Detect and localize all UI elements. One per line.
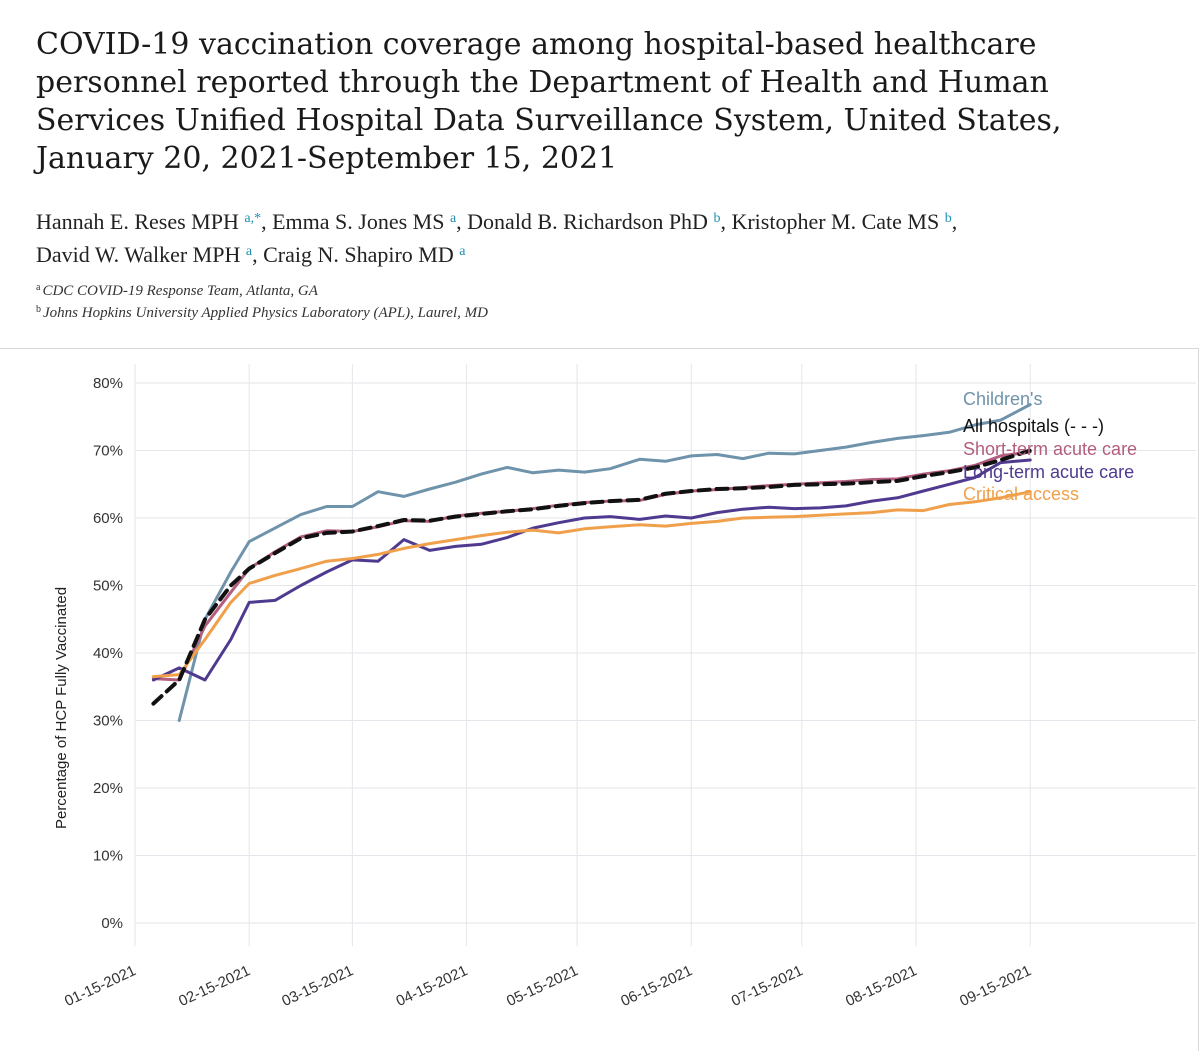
y-axis-ticks: 0% 10% 20% 30% 40% 50% 60% 70% 80%	[93, 375, 123, 932]
author-name[interactable]: Craig N. Shapiro MD	[263, 242, 454, 267]
x-tick-label: 01-15-2021	[62, 962, 139, 1010]
chart-frame	[0, 348, 1199, 1051]
series-label: All hospitals (- - -)	[963, 416, 1104, 436]
author-name[interactable]: Hannah E. Reses MPH	[36, 209, 239, 234]
x-tick-label: 03-15-2021	[279, 962, 356, 1010]
y-tick-label: 20%	[93, 780, 123, 797]
y-axis-label: Percentage of HCP Fully Vaccinated	[53, 587, 70, 829]
vaccination-line-chart: 0% 10% 20% 30% 40% 50% 60% 70% 80% 01-15-2021 02-…	[53, 364, 1196, 1010]
chart-grid	[134, 364, 1196, 946]
affiliation-text: Johns Hopkins University Applied Physics…	[43, 305, 488, 321]
y-tick-label: 80%	[93, 375, 123, 392]
series-line-0	[177, 403, 1032, 722]
series-line-4	[151, 490, 1032, 679]
series-label: Long-term acute care	[963, 462, 1134, 482]
x-tick-label: 02-15-2021	[176, 962, 253, 1010]
x-tick-label: 09-15-2021	[957, 962, 1034, 1010]
affiliation-b: b Johns Hopkins University Applied Physic…	[36, 304, 488, 322]
x-tick-label: 05-15-2021	[504, 962, 581, 1010]
affiliation-key: a	[36, 282, 41, 293]
affiliation-key: b	[36, 304, 41, 315]
affiliation-text: CDC COVID-19 Response Team, Atlanta, GA	[42, 283, 318, 299]
author-affiliation-marker[interactable]: b	[713, 211, 721, 226]
y-tick-label: 30%	[93, 713, 123, 730]
page-title: COVID-19 vaccination coverage among hosp…	[36, 27, 1062, 176]
series-line-1	[151, 448, 1033, 706]
x-axis-ticks: 01-15-2021 02-15-2021 03-15-2021 04-15-2021…	[62, 962, 1034, 1010]
y-tick-label: 70%	[93, 443, 123, 460]
y-tick-label: 40%	[93, 645, 123, 662]
author-name[interactable]: Emma S. Jones MS	[272, 209, 445, 234]
x-tick-label: 04-15-2021	[394, 962, 471, 1010]
y-tick-label: 10%	[93, 848, 123, 865]
series-label: Children's	[963, 389, 1042, 409]
x-tick-label: 06-15-2021	[618, 962, 695, 1010]
x-tick-label: 07-15-2021	[729, 962, 806, 1010]
y-tick-label: 60%	[93, 510, 123, 527]
y-tick-label: 0%	[101, 915, 123, 932]
author-name[interactable]: Kristopher M. Cate MS	[731, 209, 940, 234]
author-list: Hannah E. Reses MPH a,*, Emma S. Jones M…	[36, 209, 958, 267]
author-name[interactable]: David W. Walker MPH	[36, 242, 241, 267]
series-label: Short-term acute care	[963, 439, 1137, 459]
affiliation-a: a CDC COVID-19 Response Team, Atlanta, GA	[36, 282, 318, 300]
series-label: Critical access	[963, 484, 1079, 504]
series-labels: Children's All hospitals (- - -) Short-ter…	[963, 389, 1137, 504]
x-tick-label: 08-15-2021	[843, 962, 920, 1010]
series-line-2	[151, 450, 1032, 682]
chart-series	[151, 403, 1033, 722]
author-name[interactable]: Donald B. Richardson PhD	[467, 209, 708, 234]
author-affiliation-marker[interactable]: a	[245, 244, 253, 259]
y-tick-label: 50%	[93, 578, 123, 595]
author-affiliation-marker[interactable]: b	[944, 211, 952, 226]
series-line-3	[151, 458, 1032, 682]
author-affiliation-marker[interactable]: a	[459, 244, 466, 259]
author-affiliation-marker[interactable]: a,*	[244, 211, 262, 226]
author-affiliation-marker[interactable]: a	[449, 211, 457, 226]
